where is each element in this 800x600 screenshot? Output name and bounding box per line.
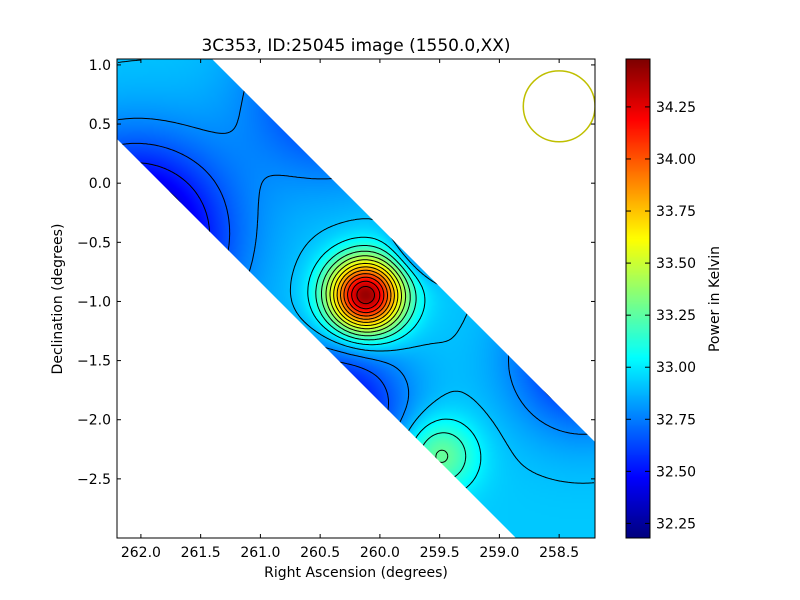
x-tick-label: 260.0 [360,545,400,561]
y-tick-label: 1.0 [89,58,111,74]
colorbar-tick-label: 32.50 [656,464,696,480]
colorbar-tick-label: 32.25 [656,516,696,532]
y-tick-label: 0.5 [89,117,111,133]
contour-line [343,273,388,317]
x-tick-label: 260.5 [300,545,340,561]
contour-line [329,259,402,330]
contour-line [347,276,385,314]
x-tick-label: 258.5 [539,545,579,561]
contour-line [333,262,399,326]
contour-line [325,255,407,333]
contour-line [321,250,449,463]
x-tick-label: 261.5 [181,545,221,561]
colorbar-label: Power in Kelvin [707,246,723,352]
colorbar-tick-label: 33.75 [656,204,696,220]
contour-line [356,286,375,305]
colorbar: 32.25 32.50 32.75 33.00 33.25 33.50 33.75 34.00… [625,58,723,539]
colorbar-tick-label: 33.25 [656,308,696,324]
colorbar-tick-label: 33.00 [656,360,696,376]
y-axis-label: Declination (degrees) [50,224,66,375]
x-tick-label: 259.5 [420,545,460,561]
y-tick-label: −1.5 [77,354,111,370]
colorbar-gradient [626,59,650,538]
y-axis: 1.0 0.5 0.0 −0.5 −1.0 −1.5 −2.0 −2.5 [77,58,595,488]
contour-line [351,280,381,310]
y-tick-label: −2.5 [77,472,111,488]
plot-area: 262.0 261.5 261.0 260.5 260.0 259.5 259.0 258.5… [77,58,596,561]
x-axis: 262.0 261.5 261.0 260.5 260.0 259.5 259.0 258.5 [121,59,579,561]
colorbar-ticks: 32.25 32.50 32.75 33.00 33.25 33.50 33.75 34.00… [626,100,696,532]
contour-line [336,266,395,323]
y-tick-label: −2.0 [77,413,111,429]
x-tick-label: 261.0 [240,545,280,561]
x-tick-label: 262.0 [121,545,161,561]
colorbar-tick-label: 32.75 [656,412,696,428]
contour-line [340,269,392,320]
colorbar-frame [625,58,651,539]
x-axis-label: Right Ascension (degrees) [264,565,448,581]
y-tick-label: −1.0 [77,294,111,310]
plot-frame [116,58,596,539]
beam-circle [522,70,595,143]
colorbar-tick-label: 33.50 [656,256,696,272]
x-tick-label: 259.0 [479,545,519,561]
colorbar-tick-label: 34.25 [656,100,696,116]
y-tick-label: 0.0 [89,176,111,192]
y-tick-label: −0.5 [77,235,111,251]
chart-title: 3C353, ID:25045 image (1550.0,XX) [201,36,510,56]
colorbar-tick-label: 34.00 [656,152,696,168]
